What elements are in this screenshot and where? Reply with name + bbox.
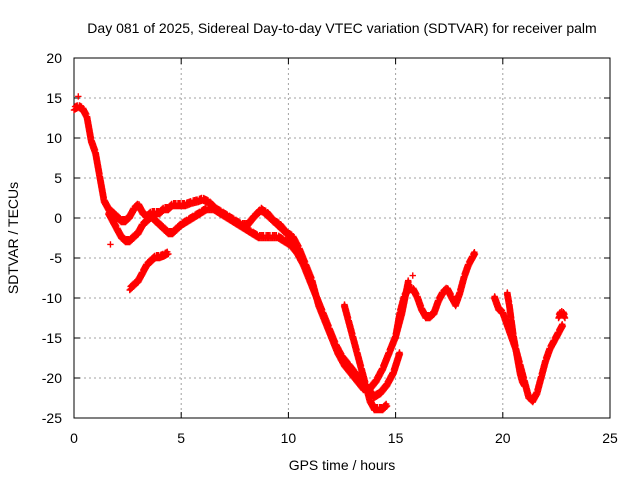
data-point	[409, 272, 416, 279]
axis-ticks	[73, 57, 611, 419]
data-point	[404, 277, 412, 284]
x-tick-labels: 0 5 10 15 20 25	[70, 430, 618, 446]
y-axis-label: SDTVAR / TECUs	[5, 182, 21, 294]
y-tick-label: 10	[46, 130, 62, 146]
data-point	[559, 321, 566, 328]
data-point	[289, 234, 297, 241]
y-tick-label: -15	[42, 330, 62, 346]
chart-title: Day 081 of 2025, Sidereal Day-to-day VTE…	[87, 20, 596, 36]
data-point	[396, 349, 403, 356]
x-tick-label: 0	[70, 430, 78, 446]
y-tick-label: 20	[46, 50, 62, 66]
y-tick-label: -20	[42, 370, 62, 386]
y-tick-label: 15	[46, 90, 62, 106]
y-tick-label: -10	[42, 290, 62, 306]
x-tick-label: 20	[495, 430, 511, 446]
data-point	[382, 400, 390, 408]
x-tick-label: 25	[602, 430, 618, 446]
y-tick-label: 0	[54, 210, 62, 226]
y-tick-label: 5	[54, 170, 62, 186]
data-point	[561, 311, 568, 318]
data-point	[164, 248, 171, 255]
y-tick-labels: -25 -20 -15 -10 -5 0 5 10 15 20	[42, 50, 62, 426]
x-axis-label: GPS time / hours	[289, 457, 396, 473]
y-tick-label: -25	[42, 410, 62, 426]
data-point	[520, 379, 527, 386]
plot-frame	[73, 57, 611, 419]
data-point	[471, 249, 478, 256]
y-tick-label: -5	[50, 250, 63, 266]
data-point	[107, 241, 114, 248]
data-point	[290, 235, 298, 242]
x-tick-label: 10	[281, 430, 297, 446]
data-point	[75, 93, 82, 100]
x-tick-label: 15	[388, 430, 404, 446]
x-tick-label: 5	[177, 430, 185, 446]
data-points	[70, 93, 569, 414]
